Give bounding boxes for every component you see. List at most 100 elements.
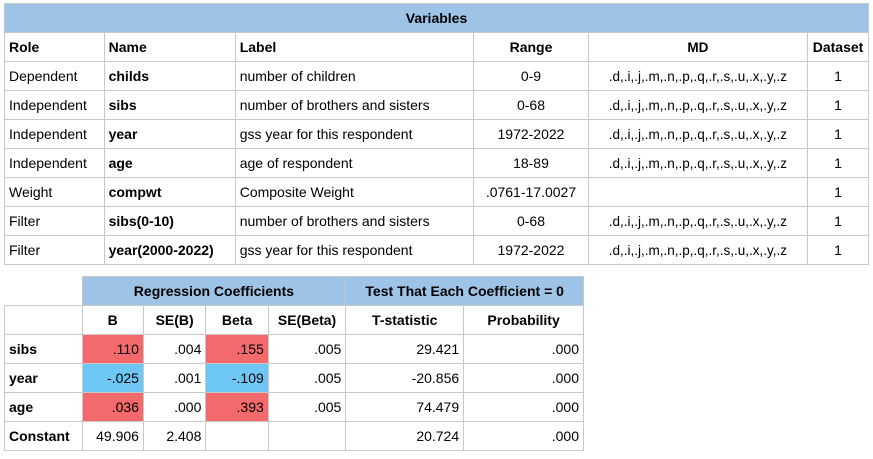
variable-role-cell: Filter: [4, 206, 105, 236]
variable-range-cell: 0-68: [473, 206, 589, 236]
variable-role-cell: Filter: [4, 235, 105, 265]
variable-name-cell: year(2000-2022): [103, 235, 236, 265]
variable-dataset-cell: 1: [807, 61, 869, 91]
variable-label-cell: gss year for this respondent: [234, 119, 475, 149]
variable-dataset-cell: 1: [807, 206, 869, 236]
variable-name-cell: age: [103, 148, 236, 178]
variable-role-cell: Weight: [4, 177, 105, 207]
variable-row: Filter sibs(0-10) number of brothers and s…: [4, 206, 869, 236]
variable-row: Filter year(2000-2022) gss year for this r…: [4, 235, 869, 265]
variable-name-cell: sibs: [103, 90, 236, 120]
variable-md-cell: .d,.i,.j,.m,.n,.p,.q,.r,.s,.u,.x,.y,.z: [587, 206, 809, 236]
variable-md-cell: .d,.i,.j,.m,.n,.p,.q,.r,.s,.u,.x,.y,.z: [587, 119, 809, 149]
bottom-margin: [0, 456, 873, 459]
regression-t-cell: -20.856: [345, 363, 465, 393]
variable-range-cell: 18-89: [473, 148, 589, 178]
regression-row-name: age: [4, 392, 83, 422]
variable-row: Independent sibs number of brothers and si…: [4, 90, 869, 120]
variable-md-cell: .d,.i,.j,.m,.n,.p,.q,.r,.s,.u,.x,.y,.z: [587, 148, 809, 178]
regression-se-beta-cell: .005: [267, 334, 347, 364]
regression-beta-cell: [205, 421, 269, 451]
regression-t-cell: 29.421: [345, 334, 465, 364]
regression-se-beta-cell: [267, 421, 347, 451]
variable-role-cell: Independent: [4, 90, 105, 120]
regression-p-cell: .000: [463, 363, 584, 393]
regression-se-b-cell: .001: [142, 363, 207, 393]
regression-se-b-cell: .000: [142, 392, 207, 422]
test-coefficient-title: Test That Each Coefficient = 0: [345, 276, 584, 306]
col-header-name: Name: [103, 32, 236, 62]
col-header-se-beta: SE(Beta): [267, 305, 347, 335]
regression-se-beta-cell: .005: [267, 392, 347, 422]
variable-label-cell: number of children: [234, 61, 475, 91]
variable-label-cell: gss year for this respondent: [234, 235, 475, 265]
variable-row: Independent year gss year for this respond…: [4, 119, 869, 149]
regression-row-name: year: [4, 363, 83, 393]
variable-row: Dependent childs number of children 0-9 .d,.…: [4, 61, 869, 91]
regression-row: age .036.000.393.005 74.479.000: [4, 392, 584, 422]
variable-label-cell: number of brothers and sisters: [234, 90, 475, 120]
col-header-t-statistic: T-statistic: [345, 305, 465, 335]
variable-range-cell: .0761-17.0027: [473, 177, 589, 207]
regression-row: sibs .110.004.155.005 29.421.000: [4, 334, 584, 364]
variable-row: Weight compwt Composite Weight .0761-17.002…: [4, 177, 869, 207]
variable-role-cell: Independent: [4, 119, 105, 149]
col-header-range: Range: [473, 32, 589, 62]
variable-md-cell: .d,.i,.j,.m,.n,.p,.q,.r,.s,.u,.x,.y,.z: [587, 61, 809, 91]
regression-row-name: sibs: [4, 334, 83, 364]
variable-name-cell: year: [103, 119, 236, 149]
regression-t-cell: 20.724: [345, 421, 465, 451]
corner-blank: [4, 276, 83, 306]
col-header-label: Label: [234, 32, 475, 62]
regression-b-cell: .036: [81, 392, 144, 422]
regression-beta-cell: .155: [205, 334, 269, 364]
variable-dataset-cell: 1: [807, 119, 869, 149]
regression-row: year -.025.001 -.109.005 -20.856.000: [4, 363, 584, 393]
variable-name-cell: sibs(0-10): [103, 206, 236, 236]
variable-label-cell: number of brothers and sisters: [234, 206, 475, 236]
variable-range-cell: 0-68: [473, 90, 589, 120]
regression-b-cell: -.025: [81, 363, 144, 393]
regression-se-beta-cell: .005: [267, 363, 347, 393]
variable-md-cell: .d,.i,.j,.m,.n,.p,.q,.r,.s,.u,.x,.y,.z: [587, 235, 809, 265]
variable-range-cell: 1972-2022: [473, 119, 589, 149]
variable-dataset-cell: 1: [807, 235, 869, 265]
col-header-probability: Probability: [463, 305, 584, 335]
col-header-md: MD: [587, 32, 809, 62]
variables-title: Variables: [4, 3, 869, 33]
variable-range-cell: 0-9: [473, 61, 589, 91]
regression-b-cell: .110: [81, 334, 144, 364]
variable-row: Independent age age of respondent 18-89 .d,.…: [4, 148, 869, 178]
variable-label-cell: age of respondent: [234, 148, 475, 178]
regression-b-cell: 49.906: [81, 421, 144, 451]
row-header-blank: [4, 305, 83, 335]
variable-dataset-cell: 1: [807, 90, 869, 120]
variable-dataset-cell: 1: [807, 177, 869, 207]
regression-row-name: Constant: [4, 421, 83, 451]
variable-md-cell: .d,.i,.j,.m,.n,.p,.q,.r,.s,.u,.x,.y,.z: [587, 90, 809, 120]
regression-p-cell: .000: [463, 421, 584, 451]
regression-t-cell: 74.479: [345, 392, 465, 422]
variable-name-cell: compwt: [103, 177, 236, 207]
col-header-se-b: SE(B): [142, 305, 207, 335]
regression-beta-cell: .393: [205, 392, 269, 422]
regression-table: Regression Coefficients Test That Each C…: [4, 276, 584, 451]
variable-label-cell: Composite Weight: [234, 177, 475, 207]
regression-p-cell: .000: [463, 334, 584, 364]
regression-se-b-cell: .004: [142, 334, 207, 364]
regression-p-cell: .000: [463, 392, 584, 422]
col-header-role: Role: [4, 32, 105, 62]
col-header-beta: Beta: [205, 305, 269, 335]
col-header-dataset: Dataset: [807, 32, 869, 62]
variable-md-cell: [587, 177, 809, 207]
variable-dataset-cell: 1: [807, 148, 869, 178]
variable-name-cell: childs: [103, 61, 236, 91]
variables-table: Variables Role Name Label Range MD Datas…: [4, 3, 869, 265]
regression-row: Constant 49.906 2.408 20.724.000: [4, 421, 584, 451]
variable-range-cell: 1972-2022: [473, 235, 589, 265]
variable-role-cell: Dependent: [4, 61, 105, 91]
col-header-b: B: [81, 305, 144, 335]
regression-se-b-cell: 2.408: [142, 421, 207, 451]
regression-coefficients-title: Regression Coefficients: [81, 276, 347, 306]
variable-role-cell: Independent: [4, 148, 105, 178]
